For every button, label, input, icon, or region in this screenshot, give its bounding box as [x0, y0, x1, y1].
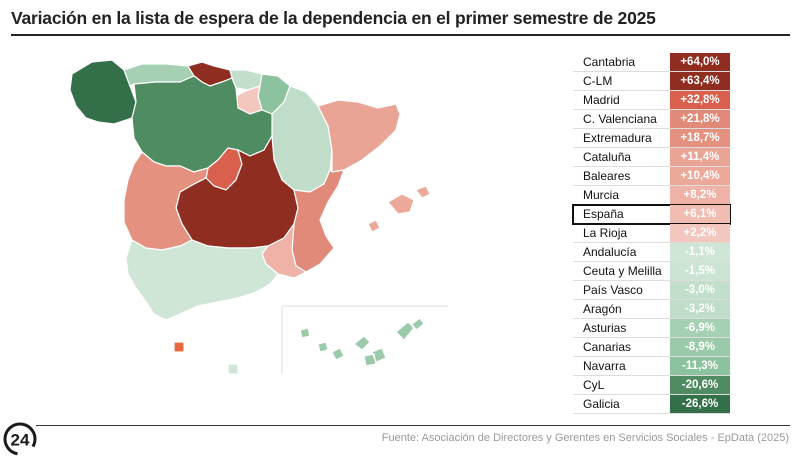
table-row: Asturias -6,9%	[573, 319, 730, 338]
region-canarias[interactable]	[299, 317, 425, 367]
region-value: +2,2%	[670, 224, 730, 242]
region-name: Extremadura	[583, 131, 652, 145]
region-melilla[interactable]	[227, 363, 239, 375]
brand-logo-24: 24	[3, 422, 37, 456]
region-value: -3,0%	[670, 281, 730, 299]
region-name: Navarra	[583, 359, 626, 373]
region-name: Aragón	[583, 302, 622, 316]
region-value: -26,6%	[670, 395, 730, 413]
region-name: Baleares	[583, 169, 631, 183]
page-title: Variación en la lista de espera de la de…	[11, 8, 656, 28]
region-name: País Vasco	[583, 283, 643, 297]
region-value: +21,8%	[670, 110, 730, 128]
table-row: España +6,1%	[572, 204, 731, 225]
region-cataluna[interactable]	[317, 99, 401, 173]
table-row: Aragón -3,2%	[573, 300, 730, 319]
table-row: Galicia -26,6%	[573, 395, 730, 414]
region-andalucia[interactable]	[125, 239, 279, 321]
region-value: +8,2%	[670, 186, 730, 204]
table-row: Navarra -11,3%	[573, 357, 730, 376]
region-name: Cantabria	[583, 55, 636, 69]
region-extremadura[interactable]	[123, 151, 209, 251]
table-row: C-LM +63,4%	[573, 72, 730, 91]
table-row: La Rioja +2,2%	[573, 224, 730, 243]
region-name: CyL	[583, 378, 605, 392]
region-baleares[interactable]	[367, 185, 431, 233]
region-value: -3,2%	[670, 300, 730, 318]
region-name: Madrid	[583, 93, 620, 107]
logo-text: 24	[11, 431, 30, 450]
region-name: Canarias	[583, 340, 632, 354]
region-name: Murcia	[583, 188, 620, 202]
region-name: Cataluña	[583, 150, 632, 164]
region-value: +6,1%	[670, 205, 730, 223]
region-name: Andalucía	[583, 245, 637, 259]
region-value: +11,4%	[670, 148, 730, 166]
region-name: La Rioja	[583, 226, 628, 240]
region-name: España	[583, 207, 624, 221]
table-row: Cantabria +64,0%	[573, 53, 730, 72]
title-divider	[11, 34, 790, 36]
table-row: Cataluña +11,4%	[573, 148, 730, 167]
region-value: +10,4%	[670, 167, 730, 185]
table-row: Madrid +32,8%	[573, 91, 730, 110]
region-value: +63,4%	[670, 72, 730, 90]
region-name: Galicia	[583, 397, 620, 411]
region-value: -1,1%	[670, 243, 730, 261]
region-ceuta[interactable]	[173, 341, 185, 353]
region-name: C. Valenciana	[583, 112, 657, 126]
region-name: Ceuta y Melilla	[583, 264, 662, 278]
table-row: Extremadura +18,7%	[573, 129, 730, 148]
region-value: +18,7%	[670, 129, 730, 147]
ranking-table: Cantabria +64,0% C-LM +63,4% Madrid +32,8% C. …	[572, 53, 731, 414]
table-row: Murcia +8,2%	[573, 186, 730, 205]
source-note: Fuente: Asociación de Directores y Geren…	[381, 432, 789, 444]
table-row: País Vasco -3,0%	[573, 281, 730, 300]
region-value: -6,9%	[670, 319, 730, 337]
region-name: Asturias	[583, 321, 627, 335]
region-c-valenciana[interactable]	[291, 168, 345, 273]
footer-divider	[36, 425, 790, 426]
table-row: Canarias -8,9%	[573, 338, 730, 357]
table-row: CyL -20,6%	[573, 376, 730, 395]
region-value: -8,9%	[670, 338, 730, 356]
region-value: +64,0%	[670, 53, 730, 71]
region-value: -1,5%	[670, 262, 730, 280]
region-value: -11,3%	[670, 357, 730, 375]
table-row: Baleares +10,4%	[573, 167, 730, 186]
table-row: C. Valenciana +21,8%	[573, 110, 730, 129]
region-value: +32,8%	[670, 91, 730, 109]
spain-choropleth-map	[69, 59, 448, 375]
table-row: Ceuta y Melilla -1,5%	[573, 262, 730, 281]
region-name: C-LM	[583, 74, 613, 88]
region-value: -20,6%	[670, 376, 730, 394]
table-row: Andalucía -1,1%	[573, 243, 730, 262]
